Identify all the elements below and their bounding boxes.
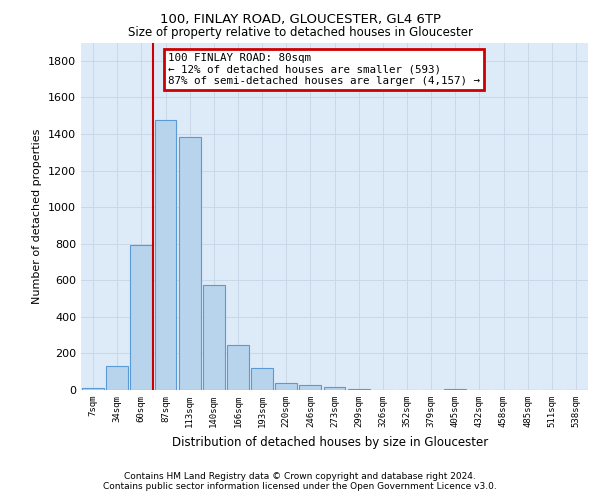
Text: 100 FINLAY ROAD: 80sqm
← 12% of detached houses are smaller (593)
87% of semi-de: 100 FINLAY ROAD: 80sqm ← 12% of detached… (168, 53, 480, 86)
Bar (275, 383, 297, 390)
Text: Size of property relative to detached houses in Gloucester: Size of property relative to detached ho… (128, 26, 473, 39)
Bar (106, 366, 128, 390)
Bar (155, 120, 176, 390)
Text: Distribution of detached houses by size in Gloucester: Distribution of detached houses by size … (172, 436, 488, 449)
Bar (251, 368, 273, 390)
Bar (348, 388, 370, 390)
Bar (227, 345, 249, 390)
Bar (179, 136, 200, 390)
Text: 100, FINLAY ROAD, GLOUCESTER, GL4 6TP: 100, FINLAY ROAD, GLOUCESTER, GL4 6TP (160, 12, 440, 26)
Bar (203, 285, 224, 390)
Bar (323, 386, 346, 390)
Bar (445, 389, 466, 390)
Bar (130, 244, 152, 390)
Text: Contains HM Land Registry data © Crown copyright and database right 2024.: Contains HM Land Registry data © Crown c… (124, 472, 476, 481)
Text: Contains public sector information licensed under the Open Government Licence v3: Contains public sector information licen… (103, 482, 497, 491)
Bar (299, 386, 321, 390)
Bar (82, 388, 104, 390)
Y-axis label: Number of detached properties: Number of detached properties (32, 128, 43, 304)
